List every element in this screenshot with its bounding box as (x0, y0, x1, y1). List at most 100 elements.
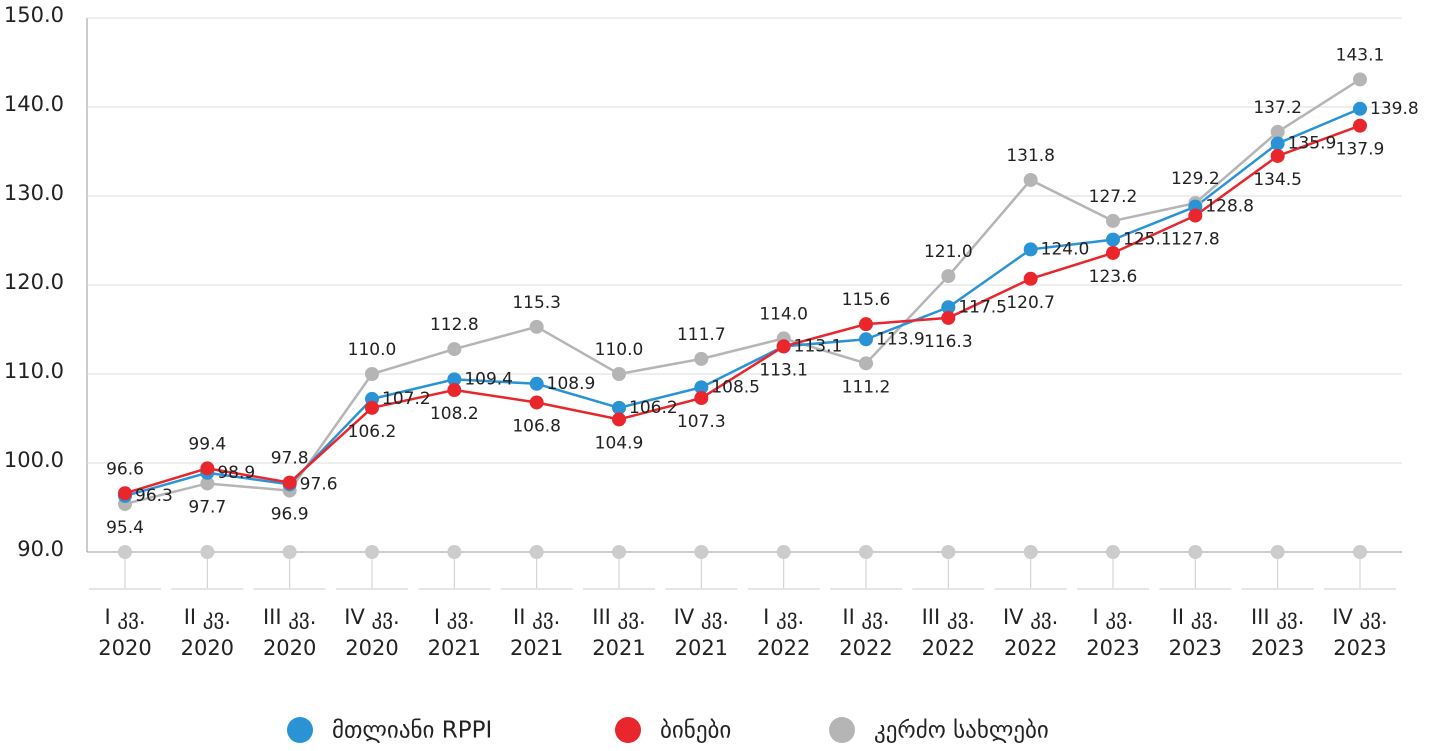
legend-label: მთლიანი RPPI (332, 718, 492, 744)
data-point (1106, 232, 1120, 247)
x-tick-dot (1270, 545, 1285, 559)
value-label: 120.7 (1006, 293, 1055, 313)
x-tick-label: 2022 (1004, 636, 1057, 660)
data-point (529, 395, 544, 410)
x-tick-label: 2021 (510, 636, 563, 660)
value-label: 115.6 (842, 290, 891, 310)
data-point (1353, 72, 1367, 87)
x-tick-dot (365, 545, 379, 559)
data-point (365, 367, 379, 381)
y-tick-label: 90.0 (17, 537, 64, 561)
data-point (859, 317, 873, 332)
x-tick-label: II კვ. (842, 605, 889, 629)
series-line (124, 124, 1361, 495)
value-label: 143.1 (1336, 45, 1385, 65)
y-tick-label: 140.0 (4, 92, 64, 116)
value-label: 117.5 (958, 297, 1007, 317)
x-tick-dot (1353, 545, 1367, 559)
x-tick-label: 2023 (1086, 636, 1139, 660)
data-point (282, 475, 297, 490)
data-point (776, 339, 791, 354)
value-label: 106.2 (629, 398, 678, 418)
value-label: 111.2 (842, 377, 891, 397)
x-tick-label: 2023 (1251, 636, 1304, 660)
x-tick-label: II კვ. (1172, 605, 1219, 629)
value-label: 104.9 (595, 433, 644, 453)
x-tick-label: 2022 (757, 636, 810, 660)
value-label: 124.0 (1041, 239, 1090, 259)
value-label: 129.2 (1171, 169, 1220, 189)
value-label: 106.2 (348, 422, 397, 442)
data-point (694, 380, 709, 395)
value-label: 113.1 (759, 360, 808, 380)
data-point (447, 342, 462, 357)
value-label: 107.2 (382, 389, 431, 409)
legend-label: ბინები (660, 718, 731, 744)
value-label: 113.9 (876, 329, 925, 349)
value-label: 115.3 (512, 293, 561, 313)
value-label: 111.7 (677, 325, 726, 345)
value-label: 108.9 (547, 374, 596, 394)
value-label: 95.4 (106, 518, 144, 538)
data-point (1270, 124, 1285, 139)
x-tick-dot (282, 545, 297, 559)
value-label: 97.6 (300, 474, 338, 494)
data-point (1106, 245, 1120, 260)
value-label: 137.9 (1336, 140, 1385, 160)
data-point (612, 400, 626, 415)
x-tick-label: IV კვ. (1332, 605, 1387, 629)
value-label: 125.1 (1123, 230, 1172, 250)
value-label: 110.0 (595, 340, 644, 360)
value-label: 128.8 (1205, 197, 1254, 217)
x-tick-label: IV კვ. (344, 605, 399, 629)
value-label: 135.9 (1288, 133, 1337, 153)
x-tick-label: III კვ. (263, 605, 316, 629)
data-point (941, 300, 956, 315)
data-point (1270, 136, 1285, 151)
x-tick-dot (447, 545, 462, 559)
x-tick-label: 2020 (263, 636, 316, 660)
y-tick-label: 120.0 (4, 270, 64, 294)
data-point (1270, 148, 1285, 163)
data-point (447, 383, 462, 398)
y-tick-label: 150.0 (4, 3, 64, 27)
x-tick-label: III კვ. (1251, 605, 1304, 629)
x-tick-dot (1023, 545, 1038, 559)
y-tick-label: 130.0 (4, 181, 64, 205)
series-line (124, 78, 1361, 506)
x-tick-dot (776, 545, 791, 559)
data-point (1353, 101, 1367, 116)
value-label: 96.9 (271, 505, 309, 525)
x-tick-dot (1106, 545, 1120, 559)
x-tick-dot (859, 545, 873, 559)
data-point (1023, 242, 1038, 257)
value-label: 107.3 (677, 412, 726, 432)
data-point (612, 367, 626, 381)
legend-swatch (615, 717, 641, 743)
x-tick-dot (941, 545, 956, 559)
x-tick-dot (612, 545, 626, 559)
value-label: 99.4 (188, 434, 226, 454)
x-tick-label: 2022 (922, 636, 975, 660)
x-tick-label: II კვ. (184, 605, 231, 629)
value-label: 137.2 (1253, 98, 1302, 118)
value-label: 134.5 (1253, 170, 1302, 190)
x-tick-label: 2021 (428, 636, 481, 660)
value-label: 127.2 (1089, 187, 1138, 207)
x-tick-label: 2020 (345, 636, 398, 660)
value-label: 114.0 (759, 304, 808, 324)
x-tick-label: I კვ. (434, 605, 475, 629)
data-point (941, 310, 956, 325)
x-tick-label: 2020 (98, 636, 151, 660)
value-label: 98.9 (217, 463, 255, 483)
data-point (1106, 213, 1120, 228)
x-tick-label: 2022 (839, 636, 892, 660)
value-label: 109.4 (464, 369, 513, 389)
x-tick-label: I კვ. (104, 605, 145, 629)
value-label: 106.8 (512, 416, 561, 436)
x-tick-label: II კვ. (513, 605, 560, 629)
x-tick-label: 2023 (1169, 636, 1222, 660)
data-point (447, 372, 462, 387)
value-label: 97.8 (271, 449, 309, 469)
